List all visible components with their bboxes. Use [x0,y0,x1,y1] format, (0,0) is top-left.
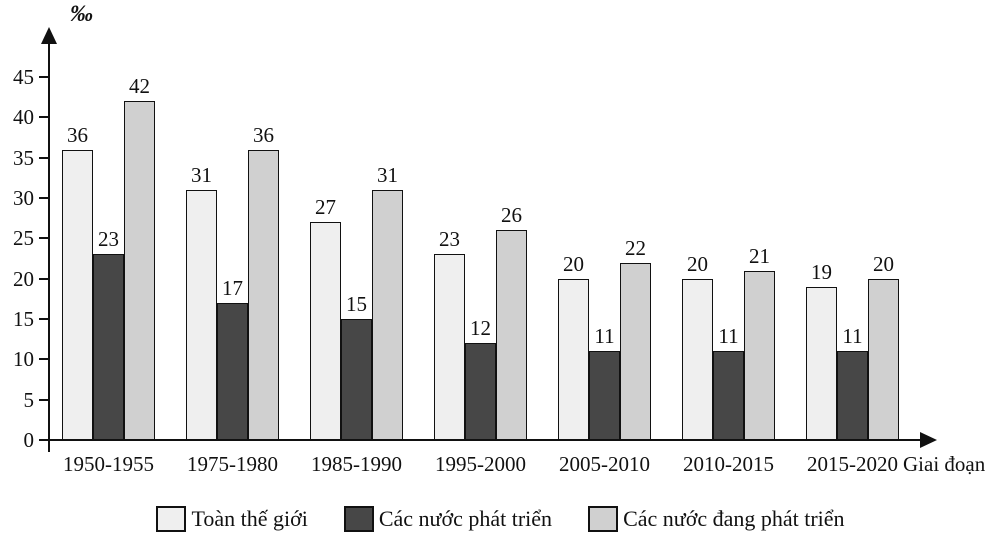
y-tick-mark [39,76,48,78]
x-axis-title: Giai đoạn [903,452,986,476]
legend-label: Các nước đang phát triển [623,506,845,531]
y-tick-mark [39,237,48,240]
x-axis-line [48,439,922,441]
bar [186,190,217,440]
bar-value-label: 36 [67,123,88,147]
legend-swatch [343,506,374,532]
y-tick-label: 35 [13,145,34,170]
bar-value-label: 27 [315,195,336,219]
bar [682,279,713,440]
y-tick-mark [39,156,48,159]
y-tick-mark [39,116,48,119]
y-axis-line [48,40,50,452]
legend-swatch [156,506,187,532]
legend-item: Các nước đang phát triển [588,502,845,536]
bar-value-label: 20 [873,252,894,276]
category-label: 1950-1955 [63,452,154,476]
y-tick-label: 30 [13,186,34,210]
bar-value-label: 23 [439,227,460,251]
category-label: 1975-1980 [187,452,278,476]
bar-value-label: 31 [377,163,398,187]
bar-value-label: 17 [222,276,243,300]
category-label: 2005-2010 [559,452,650,476]
bar [713,351,744,440]
bar [341,319,372,440]
y-tick-label: 40 [13,105,34,130]
y-tick-mark [39,439,48,441]
bar-value-label: 21 [749,244,770,268]
bar-value-label: 23 [98,227,119,251]
y-tick-label: 25 [13,226,34,251]
x-axis-arrow-icon [920,432,937,448]
bar [62,150,93,440]
category-label: 2010-2015 [683,452,774,476]
bar-value-label: 12 [470,316,491,340]
bar-value-label: 26 [501,203,522,227]
y-tick-mark [39,197,48,199]
legend-item: Các nước phát triển [343,502,553,536]
legend-item: Toàn thế giới [156,502,308,536]
bar-value-label: 11 [718,324,739,348]
category-label: 1995-2000 [435,452,526,476]
bar-value-label: 22 [625,236,646,260]
y-tick-mark [39,358,48,361]
bar [465,343,496,440]
legend-label: Các nước phát triển [378,506,553,531]
bar [93,254,124,440]
bar-value-label: 20 [563,252,584,276]
bar [248,150,279,440]
bar [434,254,465,440]
category-label: 2015-2020 [807,452,898,476]
bar-value-label: 36 [253,123,274,147]
y-tick-mark [39,277,48,280]
bar [496,230,527,440]
y-tick-label: 20 [13,266,34,291]
y-tick-label: 5 [23,387,35,412]
y-tick-label: 0 [23,428,35,452]
bar [868,279,899,440]
y-tick-mark [39,398,48,401]
bar [837,351,868,440]
category-label: 1985-1990 [311,452,402,476]
bar-value-label: 11 [594,324,615,348]
bar-value-label: 20 [687,252,708,276]
bar-value-label: 19 [811,260,832,284]
bar [744,271,775,440]
bar [620,263,651,440]
legend-label: Toàn thế giới [191,506,308,531]
bar [124,101,155,440]
bar [806,287,837,440]
bar [217,303,248,440]
bar [310,222,341,440]
legend-swatch [588,506,619,532]
bar [372,190,403,440]
bar-value-label: 31 [191,163,212,187]
y-axis-arrow-icon [41,27,57,44]
legend: Toàn thế giới Các nước phát triển Các nước… [0,502,1001,536]
y-tick-label: 45 [13,65,34,89]
per-mille-unit-label: ‰ [70,1,93,26]
bar [589,351,620,440]
y-tick-mark [39,318,48,320]
bar-value-label: 42 [129,74,150,98]
bar [558,279,589,440]
bar-value-label: 15 [346,292,367,316]
y-tick-label: 10 [13,347,34,372]
bar-value-label: 11 [842,324,863,348]
y-tick-label: 15 [13,307,34,331]
